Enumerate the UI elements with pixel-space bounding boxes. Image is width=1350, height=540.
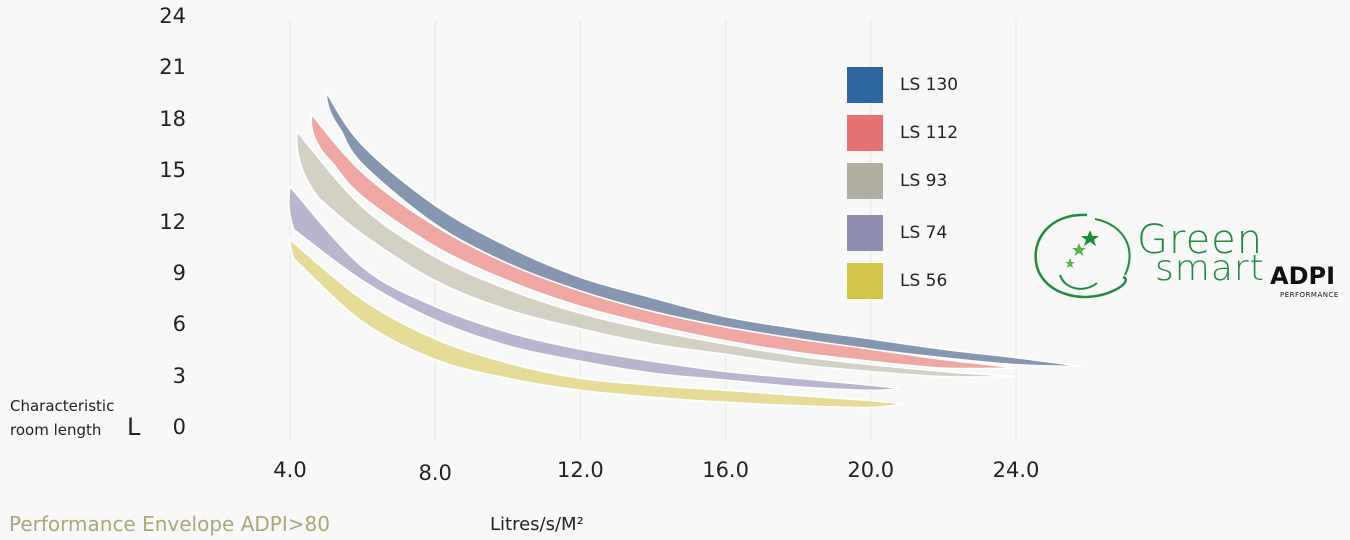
x-tick-label: 20.0 [847, 458, 895, 482]
legend-swatch [847, 67, 883, 103]
y-tick-label: 18 [159, 106, 186, 131]
logo-text-adpi: ADPI [1270, 262, 1336, 290]
y-tick-label: 9 [172, 260, 186, 285]
series-bands [288, 89, 1082, 409]
legend-swatch [847, 115, 883, 151]
y-tick-label: 15 [159, 158, 186, 183]
series-band-ls-74 [288, 184, 900, 392]
logo-text-smart: smart [1155, 248, 1265, 289]
greensmart-logo: Green smart ADPI PERFORMANCE [1025, 205, 1338, 305]
x-tick-label: 8.0 [418, 461, 452, 485]
y-axis-symbol: L [127, 413, 141, 441]
legend-label: LS 56 [900, 271, 948, 291]
legend-label: LS 130 [900, 75, 959, 95]
x-axis-label: Litres/s/M² [490, 514, 584, 535]
logo-tagline: PERFORMANCE [1280, 291, 1339, 299]
series-band-ls-112 [310, 112, 1020, 370]
logo-text-green: Green [1137, 217, 1264, 263]
legend-swatch [847, 263, 883, 299]
series-band-ls-93 [296, 129, 1017, 378]
x-tick-label: 4.0 [273, 458, 307, 482]
legend-label: LS 112 [900, 123, 959, 143]
logo-swirl-icon [1034, 213, 1131, 299]
y-tick-label: 0 [172, 415, 186, 439]
y-tick-label: 12 [159, 209, 186, 234]
footer-caption: Performance Envelope ADPI>80 [9, 512, 330, 536]
legend-swatch [847, 215, 883, 251]
legend-label: LS 93 [900, 171, 948, 191]
x-tick-label: 24.0 [992, 458, 1040, 482]
legend-label: LS 74 [900, 223, 948, 243]
y-tick-label: 6 [172, 312, 186, 337]
legend-swatch [847, 163, 883, 199]
series-band-ls-56 [289, 238, 904, 409]
x-tick-label: 16.0 [702, 458, 749, 482]
y-tick-label: 3 [172, 363, 186, 388]
x-tick-label: 12.0 [557, 458, 604, 482]
y-tick-label: 24 [159, 4, 186, 28]
y-tick-label: 21 [159, 55, 186, 80]
y-axis-label: Characteristic room length [10, 397, 115, 439]
